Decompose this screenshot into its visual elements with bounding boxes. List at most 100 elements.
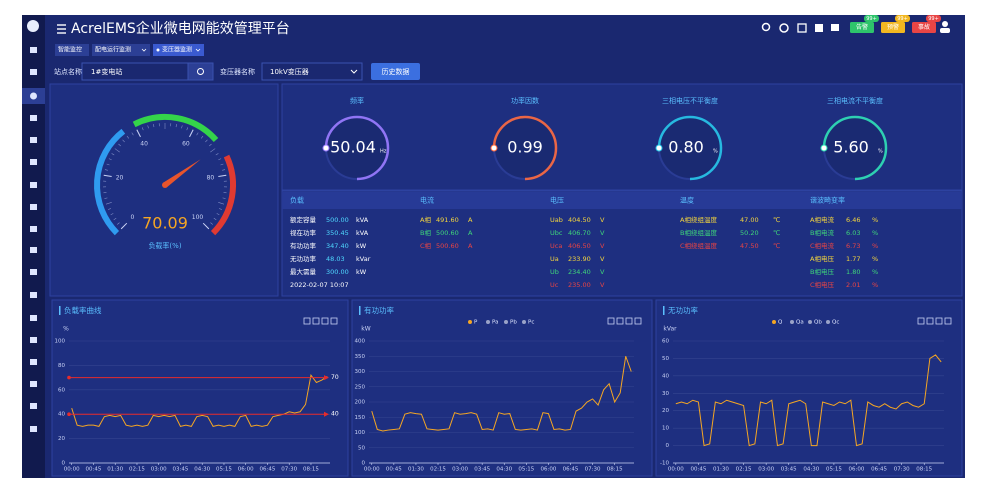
y-tick-label: 0 (62, 461, 66, 467)
sidebar-icons (30, 47, 37, 432)
badge-count-bg (895, 15, 910, 22)
x-tick-label: 08:15 (916, 467, 932, 473)
table-label: 视在功率 (290, 228, 317, 237)
station-value: 1#变电站 (91, 67, 122, 76)
table-unit: ℃ (773, 216, 780, 224)
chart-tool[interactable] (330, 317, 338, 325)
legend-swatch[interactable] (468, 320, 472, 324)
x-tick-label: 08:15 (607, 467, 623, 473)
legend-label[interactable]: Qc (832, 320, 839, 326)
gauge-tick (189, 129, 194, 138)
table-value: 300.00 (326, 268, 349, 276)
legend-label[interactable]: Pa (492, 320, 498, 326)
x-tick-label: 01:30 (107, 467, 123, 473)
y-tick-label: 20 (58, 436, 65, 442)
chart-panel (351, 299, 653, 477)
x-tick-label: 03:45 (173, 467, 189, 473)
tab[interactable] (153, 44, 204, 56)
y-tick-label: 250 (355, 384, 366, 390)
gauge-minor-tick (222, 169, 226, 171)
table-value: 406.50 (568, 242, 591, 250)
legend-swatch[interactable] (826, 320, 830, 324)
chart-tool[interactable] (321, 317, 329, 325)
legend-label[interactable]: Q (778, 320, 783, 326)
x-tick-label: 03:00 (758, 467, 774, 473)
indicator-ring (324, 115, 390, 181)
legend-label[interactable]: P (474, 320, 478, 326)
legend-label[interactable]: Pc (528, 320, 534, 326)
badge[interactable] (881, 22, 905, 33)
header-icons[interactable] (761, 21, 951, 33)
chart-tool[interactable] (935, 317, 943, 325)
table-label: 有功功率 (290, 241, 317, 250)
select-caret (350, 69, 358, 74)
gauge-needle (163, 159, 201, 188)
gauge-minor-tick (218, 202, 225, 205)
table-unit: kVA (356, 216, 369, 224)
x-tick-label: 06:45 (563, 467, 579, 473)
transformer-select[interactable] (261, 62, 363, 81)
tab-dot (156, 48, 160, 52)
legend-swatch[interactable] (808, 320, 812, 324)
menu-icon[interactable] (57, 24, 66, 34)
station-search[interactable] (187, 62, 214, 81)
chart-tool[interactable] (616, 317, 624, 325)
legend-swatch[interactable] (504, 320, 508, 324)
gauge-label: 负载率(%) (148, 241, 181, 250)
indicator-dot (322, 144, 330, 152)
table-value: 500.60 (436, 229, 459, 237)
table-unit: % (872, 242, 878, 250)
table-header: 温度 (680, 196, 694, 205)
app-title: AcrelEMS企业微电网能效管理平台 (71, 20, 290, 37)
table-unit: % (872, 268, 878, 276)
chart-tool[interactable] (917, 317, 925, 325)
chart-tool[interactable] (303, 317, 311, 325)
gauge-tick (120, 222, 128, 230)
history-button-label[interactable]: 历史数据 (382, 67, 410, 76)
y-tick-label: 100 (55, 339, 66, 345)
y-tick-label: 300 (355, 369, 366, 375)
badge-label: 预警 (887, 23, 899, 31)
chart-tool[interactable] (607, 317, 615, 325)
legend-swatch[interactable] (772, 320, 776, 324)
legend-swatch[interactable] (522, 320, 526, 324)
x-tick-label: 05:15 (518, 467, 534, 473)
chart-tool[interactable] (312, 317, 320, 325)
table-header-band (282, 192, 962, 209)
transformer-label: 变压器名称 (220, 67, 255, 76)
chart-tool[interactable] (634, 317, 642, 325)
tab[interactable] (92, 44, 150, 56)
x-tick-label: 02:15 (736, 467, 752, 473)
history-button[interactable] (371, 63, 420, 80)
gauge-band (94, 128, 126, 236)
table-value: 1.80 (846, 268, 860, 276)
chart-tool[interactable] (926, 317, 934, 325)
badge[interactable] (912, 22, 936, 33)
table-unit: V (600, 255, 605, 263)
indicator-title: 三相电流不平衡度 (827, 96, 883, 105)
gauge-minor-tick (106, 163, 110, 166)
indicator-title: 三相电压不平衡度 (662, 96, 718, 105)
table-unit: ℃ (773, 229, 780, 237)
gauge-minor-tick (210, 148, 216, 153)
badge[interactable] (850, 22, 874, 33)
tab-label: 变压器监测 (162, 46, 192, 54)
gauge-minor-tick (105, 202, 112, 205)
legend-label[interactable]: Qb (814, 320, 822, 326)
chart-tool[interactable] (944, 317, 952, 325)
table-value: 6.46 (846, 216, 860, 224)
legend-label[interactable]: Pb (510, 320, 517, 326)
gauge-minor-tick (219, 208, 223, 210)
legend-swatch[interactable] (486, 320, 490, 324)
x-tick-label: 00:45 (386, 467, 402, 473)
table-label: Ua (550, 255, 559, 263)
y-tick-label: -10 (660, 461, 669, 467)
chart-tool[interactable] (625, 317, 633, 325)
gauge-minor-tick (196, 132, 199, 136)
legend-label[interactable]: Qa (796, 320, 804, 326)
legend-swatch[interactable] (790, 320, 794, 324)
x-tick-label: 06:00 (540, 467, 556, 473)
mark-line-start (67, 412, 71, 417)
tab[interactable] (55, 44, 89, 56)
table-label: B相 (420, 228, 431, 237)
